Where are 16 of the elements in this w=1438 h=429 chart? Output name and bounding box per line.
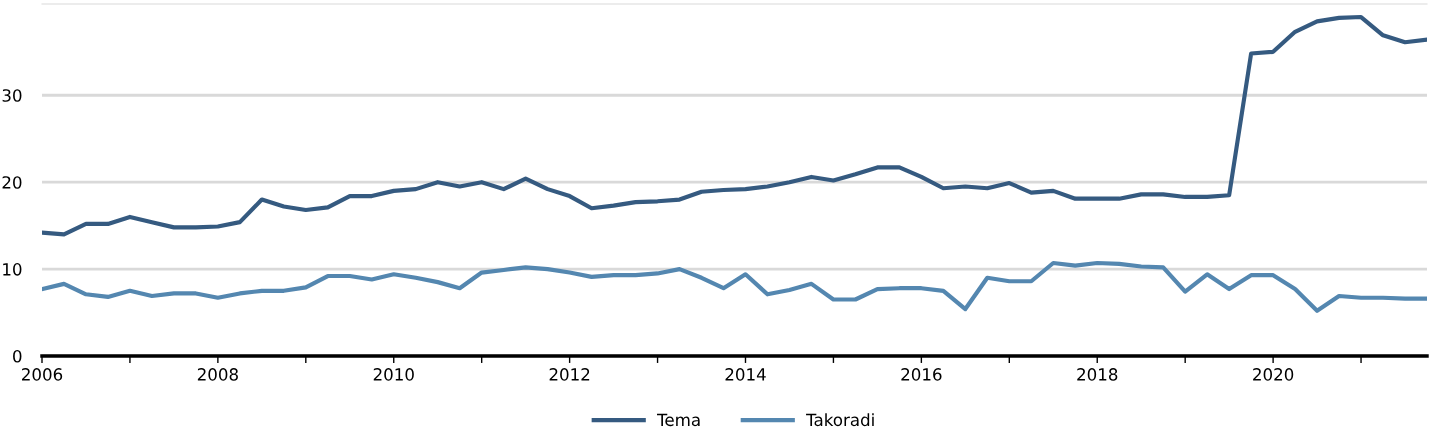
line-series [42, 14, 1427, 237]
x-tick-label: 2010 [373, 368, 414, 381]
y-tick-label: 0 [13, 349, 22, 363]
y-tick-label: 30 [2, 89, 22, 102]
x-tick-label: 2018 [1077, 368, 1118, 381]
x-tick-label: 2008 [197, 368, 238, 381]
x-tick-label: 2012 [549, 368, 590, 381]
x-tick-label: 2006 [22, 368, 63, 381]
x-tick-label: 2014 [725, 368, 766, 381]
x-tick-label: 2016 [901, 368, 942, 381]
y-tick-label: 10 [3, 263, 22, 276]
x-tick-label: 2020 [1253, 368, 1294, 381]
legend-label: Takoradi [806, 413, 874, 427]
line-series [42, 260, 1427, 313]
legend-label: Tema [657, 413, 700, 427]
y-tick-label: 20 [2, 176, 22, 189]
